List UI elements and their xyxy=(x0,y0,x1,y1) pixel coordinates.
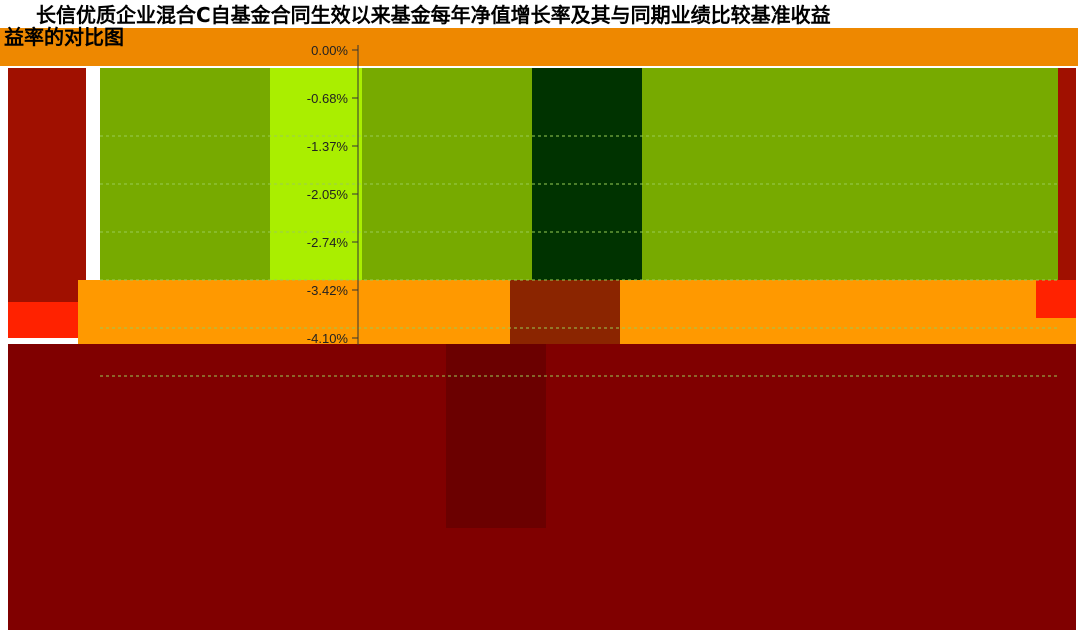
dark-band xyxy=(532,68,642,280)
right-red-block xyxy=(1036,280,1076,318)
y-tick-label: -2.74% xyxy=(307,235,349,250)
y-axis-ticks: 0.00% -0.68% -1.37% -2.05% -2.74% -3.42% -4.10… xyxy=(307,43,359,346)
y-tick-label: -4.10% xyxy=(307,331,349,346)
light-band xyxy=(270,68,362,280)
chart-title-line2: 益率的对比图 xyxy=(4,25,124,49)
y-tick-label: -3.42% xyxy=(307,283,349,298)
lower-dark-block xyxy=(510,280,620,344)
y-tick-label: 0.00% xyxy=(311,43,348,58)
y-tick-label: -1.37% xyxy=(307,139,349,154)
y-tick-label: -0.68% xyxy=(307,91,349,106)
y-tick-label: -2.05% xyxy=(307,187,349,202)
lower-red-block xyxy=(8,302,78,338)
right-edge-block xyxy=(1058,68,1076,280)
header-band xyxy=(0,28,1078,66)
deep-red-bar xyxy=(446,344,546,528)
chart-title-line1: 长信优质企业混合C自基金合同生效以来基金每年净值增长率及其与同期业绩比较基准收益 xyxy=(36,3,831,27)
left-red-block xyxy=(8,68,86,302)
gridlines xyxy=(100,135,1058,377)
